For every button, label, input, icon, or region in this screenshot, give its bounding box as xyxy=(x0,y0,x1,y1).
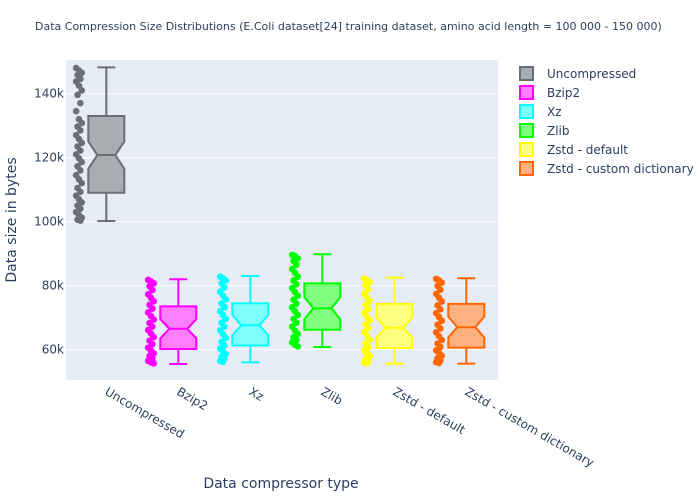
data-point xyxy=(77,167,84,174)
data-point xyxy=(222,315,230,323)
x-tick-label: Xz xyxy=(247,384,267,403)
legend-item[interactable]: Bzip2 xyxy=(519,85,580,100)
data-point xyxy=(221,323,228,330)
data-point xyxy=(221,304,228,311)
plot-area xyxy=(66,60,498,380)
data-point xyxy=(77,99,84,107)
legend-item[interactable]: Zlib xyxy=(519,123,570,138)
legend: Uncompressed Bzip2 Xz Zlib Zstd - default Zst… xyxy=(519,66,694,176)
data-point xyxy=(366,297,374,305)
series-layer xyxy=(72,64,486,367)
box xyxy=(447,302,486,349)
legend-swatch xyxy=(519,85,534,100)
data-point xyxy=(294,343,302,350)
legend-label: Zlib xyxy=(547,124,570,138)
data-point xyxy=(437,305,444,313)
y-axis-ticks: 60k 80k 100k 120k 140k xyxy=(34,87,64,357)
legend-label: Zstd - custom dictionary xyxy=(547,162,694,176)
legend-item[interactable]: Xz xyxy=(519,104,562,119)
data-point xyxy=(437,286,444,294)
legend-item[interactable]: Zstd - custom dictionary xyxy=(519,161,694,176)
data-point xyxy=(221,284,228,291)
data-point xyxy=(437,325,444,332)
data-point xyxy=(365,324,372,332)
data-point xyxy=(77,147,84,154)
x-axis-title: Data compressor type xyxy=(203,476,358,492)
legend-swatch xyxy=(519,123,534,138)
data-point xyxy=(77,127,84,134)
data-point xyxy=(77,217,84,224)
legend-label: Zstd - default xyxy=(547,143,628,157)
y-axis-title: Data size in bytes xyxy=(4,157,20,282)
data-point xyxy=(75,82,83,89)
series-group xyxy=(216,273,270,366)
data-point xyxy=(293,300,300,307)
data-point xyxy=(222,334,230,342)
series-group xyxy=(360,275,414,367)
data-point xyxy=(363,360,371,367)
box xyxy=(375,302,414,349)
data-point xyxy=(77,188,84,196)
chart-title: Data Compression Size Distributions (E.C… xyxy=(35,20,662,33)
data-point xyxy=(293,319,300,327)
y-tick-label: 60k xyxy=(42,343,64,357)
y-tick-label: 120k xyxy=(34,151,64,165)
data-point xyxy=(149,305,156,312)
data-point xyxy=(78,87,86,94)
data-point xyxy=(365,305,372,313)
data-point xyxy=(222,296,230,303)
legend-label: Bzip2 xyxy=(547,86,580,100)
legend-swatch xyxy=(519,66,534,81)
data-point xyxy=(366,336,374,343)
legend-item[interactable]: Zstd - default xyxy=(519,142,628,157)
data-point xyxy=(293,281,300,288)
series-group xyxy=(72,64,126,224)
legend-swatch xyxy=(519,142,534,157)
series-group xyxy=(432,275,486,367)
data-point xyxy=(219,358,227,366)
data-point xyxy=(78,158,86,166)
box xyxy=(303,282,342,331)
y-tick-label: 80k xyxy=(42,279,64,293)
data-point xyxy=(294,273,302,280)
data-point xyxy=(72,107,80,115)
legend-item[interactable]: Uncompressed xyxy=(519,66,636,81)
y-tick-label: 100k xyxy=(34,215,64,229)
series-group xyxy=(144,276,198,367)
legend-label: Uncompressed xyxy=(547,67,636,81)
data-point xyxy=(78,179,86,187)
data-point xyxy=(294,311,302,319)
legend-label: Xz xyxy=(547,105,562,119)
legend-swatch xyxy=(519,104,534,119)
series-group xyxy=(288,251,342,350)
data-point xyxy=(365,286,372,293)
y-tick-label: 140k xyxy=(34,87,64,101)
box xyxy=(159,305,198,350)
data-point xyxy=(293,261,300,269)
legend-swatch xyxy=(519,161,534,176)
gridlines xyxy=(66,93,498,351)
data-point xyxy=(438,298,446,305)
data-point xyxy=(149,286,156,294)
data-point xyxy=(74,91,81,99)
data-point xyxy=(435,359,443,367)
data-point xyxy=(150,360,158,367)
data-point xyxy=(294,292,302,300)
data-point xyxy=(438,317,446,325)
data-point xyxy=(366,317,374,324)
